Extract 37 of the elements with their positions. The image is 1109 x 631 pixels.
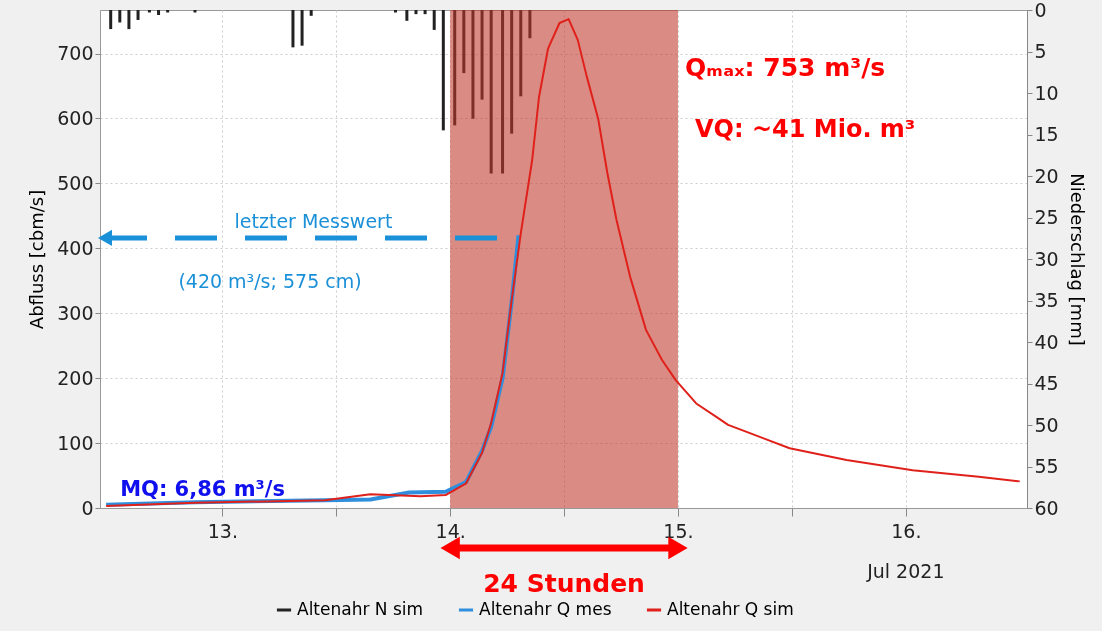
y-tick-label: 600 bbox=[57, 106, 94, 129]
y2-tick-label: 40 bbox=[1034, 330, 1059, 353]
annotation: Qₘₐₓ: 753 m³/s bbox=[685, 53, 886, 82]
y2-axis-title: Niederschlag [mm] bbox=[1066, 173, 1088, 346]
legend-label: Altenahr N sim bbox=[297, 599, 424, 619]
x-tick-label: 14. bbox=[435, 519, 466, 542]
y2-tick-label: 15 bbox=[1034, 123, 1059, 145]
y2-tick-label: 5 bbox=[1034, 40, 1047, 62]
y-tick-label: 400 bbox=[57, 236, 94, 259]
y-axis-title: Abfluss [cbm/s] bbox=[26, 189, 48, 330]
y2-tick-label: 60 bbox=[1034, 496, 1059, 519]
y-tick-label: 300 bbox=[57, 301, 94, 324]
y-tick-label: 700 bbox=[57, 42, 94, 64]
x-tick-label: 15. bbox=[663, 519, 694, 542]
y2-tick-label: 30 bbox=[1034, 247, 1059, 270]
y2-tick-label: 45 bbox=[1034, 372, 1059, 394]
band-label: 24 Stunden bbox=[483, 569, 645, 598]
y2-tick-label: 50 bbox=[1034, 413, 1059, 436]
y-tick-label: 0 bbox=[81, 496, 94, 519]
legend-label: Altenahr Q sim bbox=[667, 599, 794, 619]
x-tick-label: 16. bbox=[891, 519, 922, 542]
annotation: (420 m³/s; 575 cm) bbox=[178, 270, 362, 292]
annotation: letzter Messwert bbox=[234, 209, 393, 232]
y2-tick-label: 20 bbox=[1034, 164, 1059, 187]
x-axis-title: Jul 2021 bbox=[866, 560, 945, 582]
y2-tick-label: 10 bbox=[1034, 81, 1059, 104]
y-tick-label: 200 bbox=[57, 366, 94, 389]
y2-tick-label: 25 bbox=[1034, 206, 1059, 228]
y2-tick-label: 55 bbox=[1034, 455, 1059, 477]
y2-tick-label: 0 bbox=[1034, 0, 1047, 21]
y2-tick-label: 35 bbox=[1034, 289, 1059, 311]
x-tick-label: 13. bbox=[207, 519, 238, 542]
annotation: MQ: 6,86 m³/s bbox=[120, 476, 285, 501]
legend-label: Altenahr Q mes bbox=[479, 599, 612, 619]
y-tick-label: 100 bbox=[57, 431, 94, 454]
annotation: VQ: ~41 Mio. m³ bbox=[695, 115, 916, 143]
y-tick-label: 500 bbox=[57, 171, 94, 194]
